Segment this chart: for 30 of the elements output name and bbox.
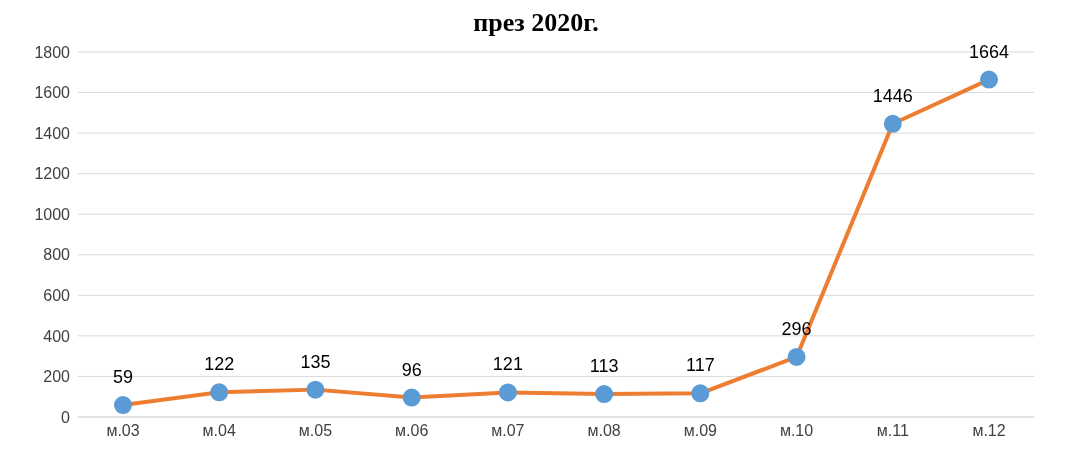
y-tick-label: 1600 xyxy=(34,84,71,102)
y-tick-label: 600 xyxy=(43,287,71,305)
data-label: 59 xyxy=(112,367,134,388)
data-label: 96 xyxy=(401,359,422,380)
y-tick-label: 800 xyxy=(43,246,71,264)
y-tick-label: 200 xyxy=(43,368,71,386)
x-tick-label: м.03 xyxy=(106,422,140,440)
data-label: 117 xyxy=(685,355,715,376)
y-tick-label: 1200 xyxy=(34,165,71,183)
data-label: 122 xyxy=(204,354,235,375)
y-tick-label: 1400 xyxy=(34,124,71,142)
x-tick-label: м.04 xyxy=(202,422,236,440)
x-tick-label: м.10 xyxy=(779,422,814,440)
data-label: 135 xyxy=(300,351,331,372)
y-tick-label: 400 xyxy=(43,327,71,345)
x-tick-label: м.05 xyxy=(298,422,333,440)
x-tick-label: м.08 xyxy=(587,422,621,440)
y-tick-label: 1000 xyxy=(34,205,71,223)
x-tick-label: м.09 xyxy=(683,422,718,440)
x-tick-label: м.12 xyxy=(972,422,1006,440)
data-label: 113 xyxy=(589,356,619,377)
x-tick-label: м.06 xyxy=(395,422,429,440)
data-label: 1664 xyxy=(968,41,1010,62)
data-label: 121 xyxy=(492,354,523,375)
y-tick-label: 1800 xyxy=(34,43,71,61)
y-tick-label: 0 xyxy=(61,408,71,426)
x-tick-label: м.07 xyxy=(491,422,525,440)
data-label: 1446 xyxy=(872,85,913,106)
x-tick-label: м.11 xyxy=(876,422,909,440)
chart-title: през 2020г. xyxy=(472,8,600,39)
